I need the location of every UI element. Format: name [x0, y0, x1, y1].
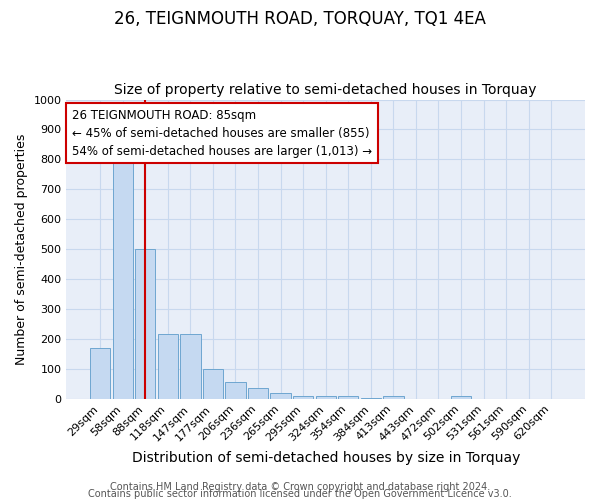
- Bar: [451, 396, 471, 399]
- Bar: [248, 388, 268, 399]
- X-axis label: Distribution of semi-detached houses by size in Torquay: Distribution of semi-detached houses by …: [131, 451, 520, 465]
- Text: Contains HM Land Registry data © Crown copyright and database right 2024.: Contains HM Land Registry data © Crown c…: [110, 482, 490, 492]
- Bar: [158, 334, 178, 399]
- Bar: [383, 396, 404, 399]
- Bar: [293, 396, 313, 399]
- Bar: [271, 393, 291, 399]
- Text: Contains public sector information licensed under the Open Government Licence v3: Contains public sector information licen…: [88, 489, 512, 499]
- Text: 26 TEIGNMOUTH ROAD: 85sqm
← 45% of semi-detached houses are smaller (855)
54% of: 26 TEIGNMOUTH ROAD: 85sqm ← 45% of semi-…: [71, 108, 372, 158]
- Bar: [338, 396, 358, 399]
- Title: Size of property relative to semi-detached houses in Torquay: Size of property relative to semi-detach…: [115, 83, 537, 97]
- Bar: [90, 348, 110, 399]
- Bar: [113, 160, 133, 399]
- Y-axis label: Number of semi-detached properties: Number of semi-detached properties: [15, 134, 28, 365]
- Bar: [180, 334, 200, 399]
- Bar: [135, 249, 155, 399]
- Bar: [316, 396, 336, 399]
- Bar: [361, 398, 381, 399]
- Text: 26, TEIGNMOUTH ROAD, TORQUAY, TQ1 4EA: 26, TEIGNMOUTH ROAD, TORQUAY, TQ1 4EA: [114, 10, 486, 28]
- Bar: [226, 382, 245, 399]
- Bar: [203, 369, 223, 399]
